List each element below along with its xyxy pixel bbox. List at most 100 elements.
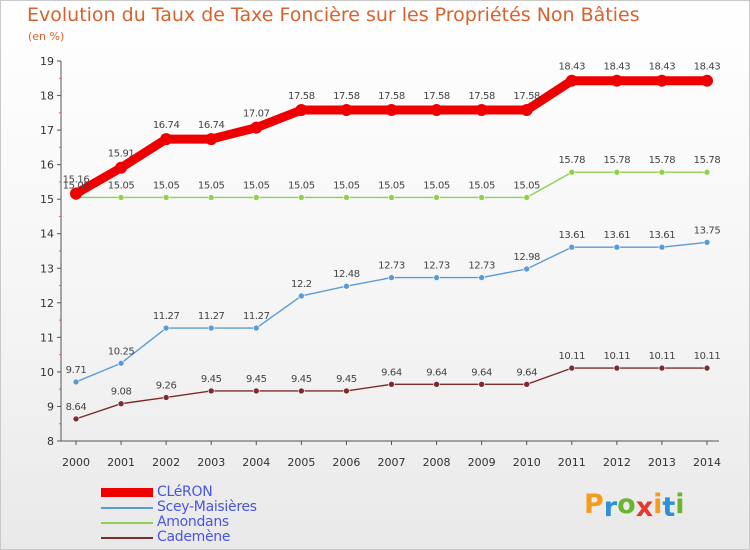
data-point (568, 364, 576, 372)
data-point (613, 243, 621, 251)
data-label: 18.43 (649, 62, 676, 73)
data-label: 9.08 (111, 387, 132, 398)
data-label: 18.43 (558, 62, 585, 73)
x-tick-label: 2000 (62, 456, 90, 469)
data-point (433, 381, 440, 388)
data-label: 9.71 (66, 365, 87, 376)
data-point (343, 194, 350, 201)
data-point (388, 194, 395, 201)
data-point (520, 104, 533, 117)
legend-item: Scey-Maisières (101, 500, 257, 515)
data-label: 15.91 (108, 149, 135, 160)
data-point (250, 121, 263, 134)
data-point (252, 194, 260, 201)
data-label: 15.05 (378, 180, 405, 191)
x-tick-label: 2003 (197, 456, 225, 469)
data-label: 11.27 (198, 311, 225, 322)
data-label: 15.78 (558, 155, 585, 166)
data-point (388, 274, 395, 281)
legend-swatch (101, 506, 153, 509)
legend-item: CLéRON (101, 485, 257, 500)
data-label: 15.05 (243, 180, 270, 191)
legend-label: CLéRON (157, 484, 213, 500)
y-tick-label: 18 (40, 90, 54, 103)
data-point (115, 161, 128, 174)
data-point (655, 74, 668, 87)
data-point (433, 274, 440, 281)
x-tick-label: 2009 (468, 456, 496, 469)
data-label: 9.45 (291, 374, 312, 385)
data-point (478, 274, 485, 281)
data-point (703, 364, 711, 372)
data-point (207, 387, 215, 395)
data-label: 9.45 (201, 374, 222, 385)
data-label: 17.58 (513, 91, 540, 102)
data-point (701, 74, 713, 87)
x-tick-label: 2001 (107, 456, 135, 469)
data-point (298, 387, 305, 395)
x-tick-label: 2005 (287, 456, 315, 469)
data-label: 12.73 (378, 261, 405, 272)
y-tick-label: 16 (40, 159, 54, 172)
data-label: 10.25 (108, 346, 135, 357)
data-label: 12.48 (333, 269, 360, 280)
data-point (658, 243, 666, 251)
data-point (388, 381, 395, 388)
data-point (205, 133, 218, 146)
data-label: 15.78 (649, 155, 676, 166)
data-point (478, 194, 485, 201)
data-point (117, 194, 125, 201)
data-label: 10.11 (604, 351, 631, 362)
legend-swatch (101, 521, 153, 524)
x-tick-label: 2011 (558, 456, 586, 469)
y-tick-label: 17 (40, 124, 54, 137)
legend-label: Cademène (157, 529, 231, 545)
legend-item: Cademène (101, 530, 257, 545)
data-label: 12.2 (291, 279, 312, 290)
data-point (523, 265, 531, 273)
data-label: 16.74 (153, 120, 180, 131)
data-point (207, 194, 215, 201)
data-point (72, 378, 80, 386)
y-tick-label: 14 (40, 228, 54, 241)
x-tick-label: 2006 (332, 456, 360, 469)
chart-title: Evolution du Taux de Taxe Foncière sur l… (27, 4, 640, 26)
data-label: 9.64 (381, 367, 402, 378)
data-label: 18.43 (604, 62, 631, 73)
data-point (523, 194, 531, 201)
data-point (478, 381, 485, 388)
data-label: 12.73 (468, 261, 495, 272)
legend-label: Scey-Maisières (157, 499, 257, 515)
legend: CLéRON Scey-Maisières Amondans Cademène (101, 485, 257, 545)
data-point (343, 282, 350, 290)
data-label: 17.58 (423, 91, 450, 102)
legend-item: Amondans (101, 515, 257, 530)
data-point (117, 359, 125, 367)
data-label: 15.78 (694, 155, 721, 166)
x-tick-label: 2014 (693, 456, 721, 469)
data-point (385, 104, 398, 117)
data-point (295, 104, 308, 117)
data-point (568, 243, 576, 251)
data-label: 15.05 (468, 180, 495, 191)
data-label: 9.45 (336, 374, 357, 385)
x-tick-label: 2004 (242, 456, 270, 469)
y-tick-label: 8 (47, 435, 54, 448)
data-point (568, 168, 576, 176)
x-tick-label: 2010 (513, 456, 541, 469)
data-label: 13.61 (649, 230, 676, 241)
data-label: 15.05 (513, 180, 540, 191)
data-point (523, 381, 531, 388)
data-label: 11.27 (243, 311, 270, 322)
data-label: 15.05 (423, 180, 450, 191)
data-labels: 9.71 10.25 11.27 11.27 11.27 12.2 12.48 12.73 12… (63, 62, 721, 413)
x-tick-label: 2007 (378, 456, 406, 469)
data-point (343, 387, 350, 395)
data-point (252, 387, 260, 395)
legend-swatch (101, 536, 153, 539)
data-point (70, 187, 82, 200)
data-point (433, 194, 440, 201)
data-point (117, 400, 125, 407)
data-label: 13.75 (694, 225, 721, 236)
y-tick-label: 19 (40, 55, 54, 68)
